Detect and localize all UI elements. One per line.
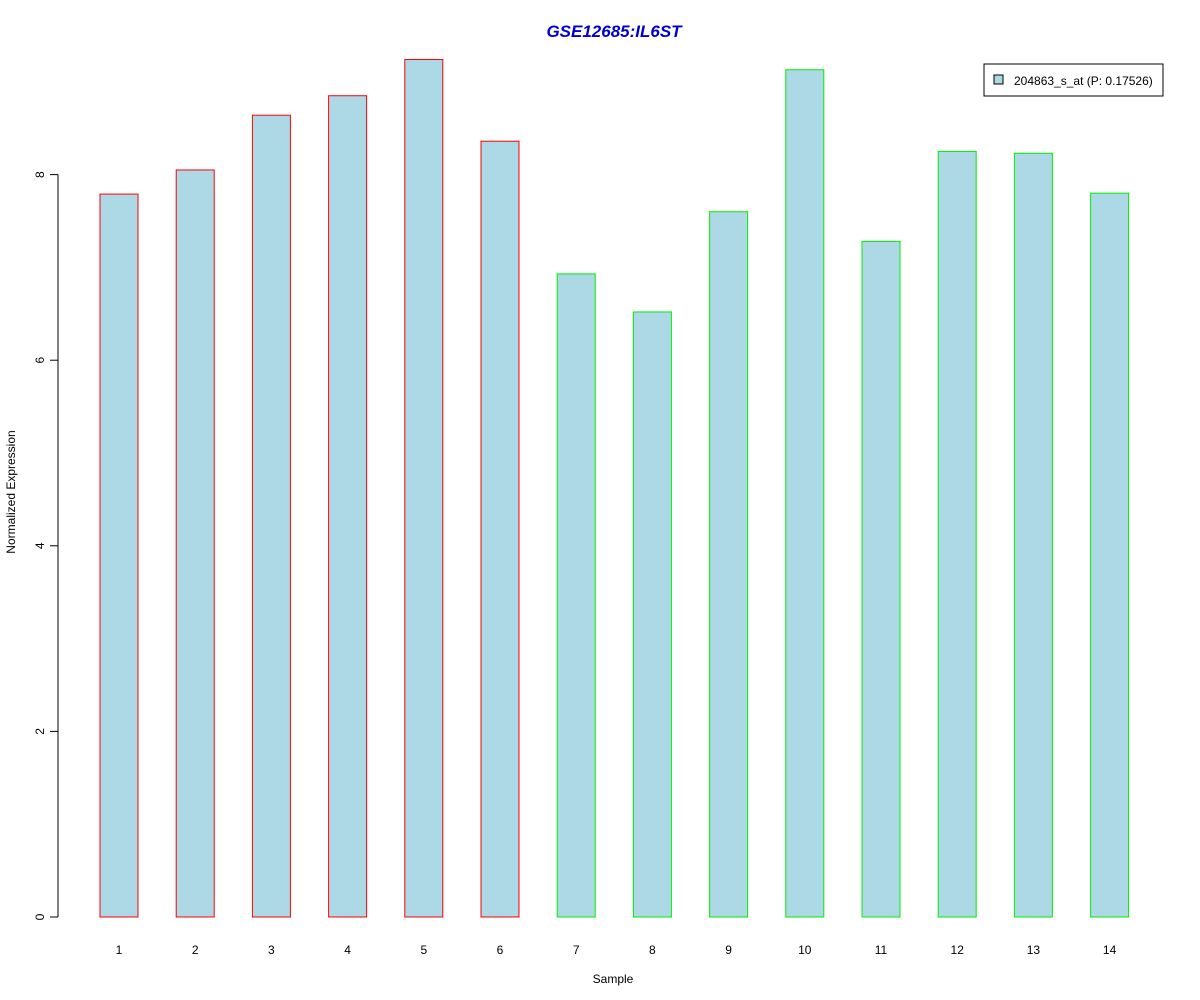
legend-box xyxy=(983,63,1164,97)
x-tick-label: 1 xyxy=(116,943,123,957)
x-tick-label: 3 xyxy=(268,943,275,957)
bar-sample-13 xyxy=(1013,152,1053,918)
x-tick-label: 9 xyxy=(725,943,732,957)
bar-sample-14 xyxy=(1090,192,1130,918)
x-tick-label: 7 xyxy=(573,943,580,957)
bar-sample-1 xyxy=(99,193,139,918)
x-tick-label: 8 xyxy=(649,943,656,957)
y-tick-label: 2 xyxy=(33,728,47,735)
x-tick-label: 6 xyxy=(497,943,504,957)
bar-sample-11 xyxy=(861,240,901,918)
x-axis-label: Sample xyxy=(593,972,634,986)
bar-sample-7 xyxy=(556,273,596,918)
bar-sample-2 xyxy=(175,169,215,918)
legend-swatch xyxy=(993,74,1004,85)
bar-sample-6 xyxy=(480,140,520,918)
legend: 204863_s_at (P: 0.17526) xyxy=(983,63,1164,97)
y-tick-label: 4 xyxy=(33,542,47,549)
y-axis-label: Normalized Expression xyxy=(4,430,18,553)
bars-group xyxy=(99,59,1130,918)
x-tick-label: 14 xyxy=(1103,943,1117,957)
x-tick-label: 4 xyxy=(344,943,351,957)
bar-sample-12 xyxy=(937,150,977,918)
chart-title: GSE12685:IL6ST xyxy=(546,22,683,41)
y-tick-label: 0 xyxy=(33,913,47,920)
y-axis: 0 2 4 6 8 xyxy=(33,171,59,920)
x-tick-label: 2 xyxy=(192,943,199,957)
y-tick-label: 8 xyxy=(33,171,47,178)
legend-entry: 204863_s_at (P: 0.17526) xyxy=(1014,74,1153,88)
x-tick-label: 5 xyxy=(420,943,427,957)
x-tick-label: 12 xyxy=(951,943,965,957)
bar-sample-5 xyxy=(404,59,444,918)
bar-sample-10 xyxy=(785,69,825,918)
x-tick-label: 11 xyxy=(875,943,888,957)
y-tick-label: 6 xyxy=(33,357,47,364)
bar-sample-8 xyxy=(632,311,672,918)
x-axis: 1 2 3 4 5 6 7 8 9 10 11 12 13 14 xyxy=(116,943,1117,957)
x-tick-label: 10 xyxy=(798,943,812,957)
bar-sample-3 xyxy=(251,114,291,918)
x-tick-label: 13 xyxy=(1027,943,1041,957)
bar-sample-9 xyxy=(709,211,749,918)
bar-sample-4 xyxy=(328,95,368,918)
